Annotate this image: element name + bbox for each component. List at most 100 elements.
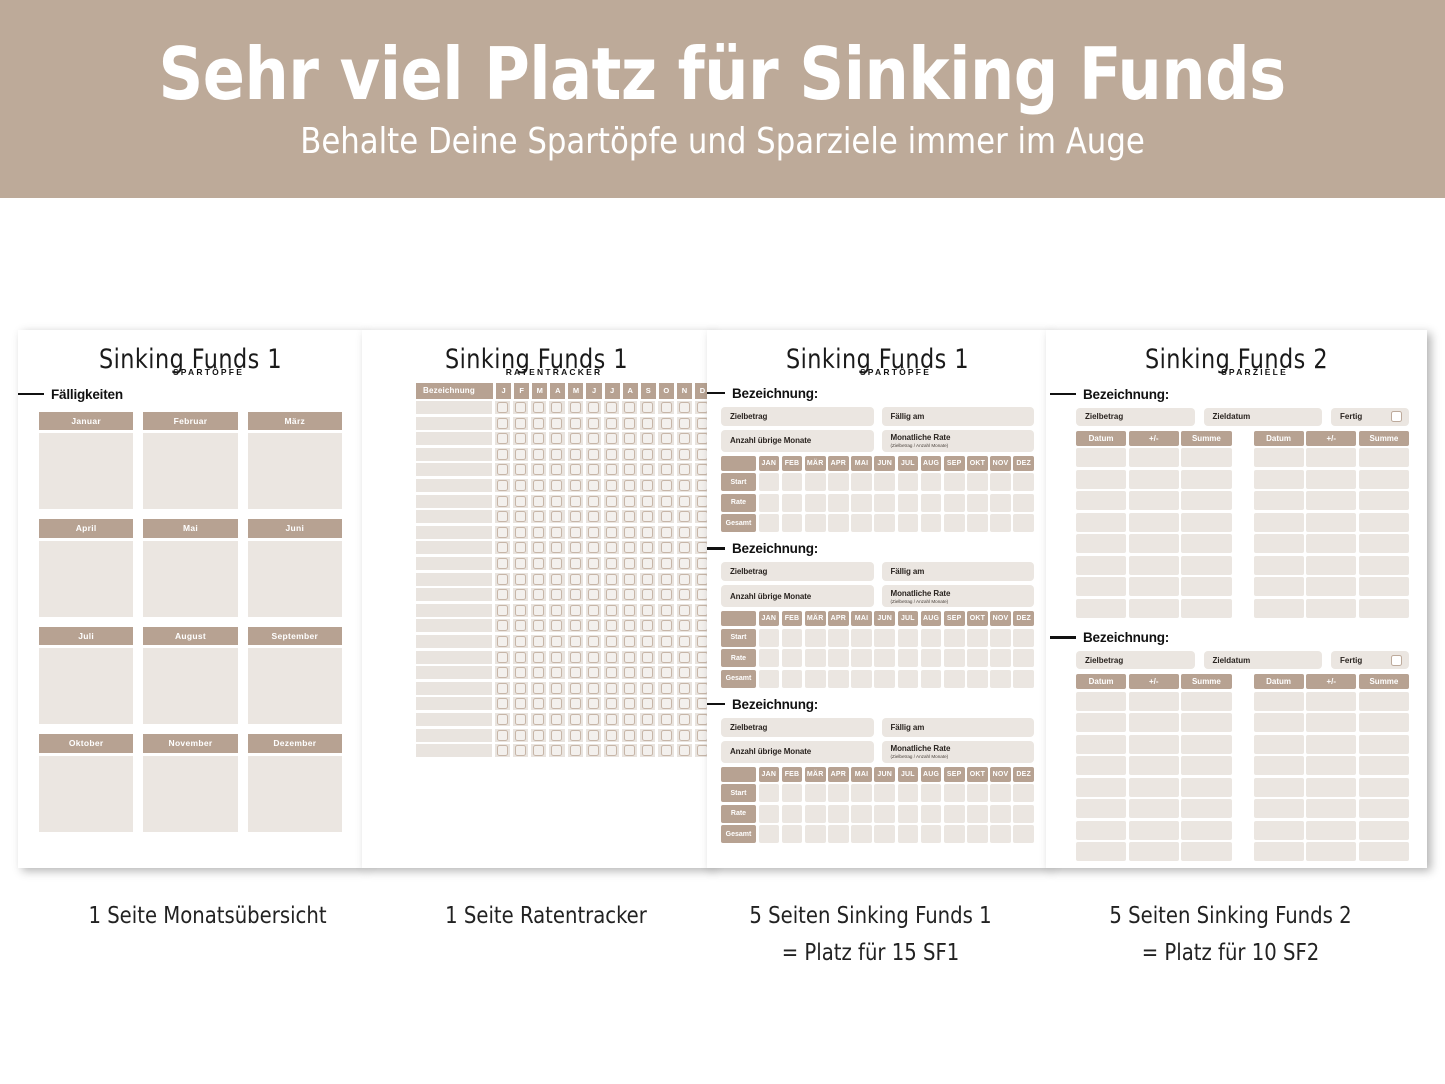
table-cell[interactable]	[1358, 756, 1410, 775]
checkbox[interactable]	[496, 698, 508, 710]
grid-cell[interactable]	[828, 804, 849, 823]
grid-cell[interactable]	[1013, 473, 1035, 491]
checkbox[interactable]	[642, 651, 654, 663]
table-cell[interactable]	[1306, 842, 1357, 861]
table-cell[interactable]	[1128, 577, 1179, 596]
table-cell[interactable]	[1076, 555, 1127, 575]
checkbox[interactable]	[660, 448, 672, 460]
table-cell[interactable]	[1253, 713, 1304, 732]
table-cell[interactable]	[1076, 469, 1127, 489]
checkbox[interactable]	[642, 495, 654, 507]
checkbox[interactable]	[642, 526, 654, 538]
table-cell[interactable]	[1253, 756, 1304, 775]
checkbox[interactable]	[642, 480, 654, 492]
table-cell[interactable]	[1306, 469, 1357, 489]
checkbox[interactable]	[605, 558, 617, 570]
checkbox[interactable]	[624, 636, 636, 647]
checkbox[interactable]	[515, 542, 527, 554]
checkbox[interactable]	[642, 604, 654, 616]
checkbox[interactable]	[660, 667, 672, 679]
grid-cell[interactable]	[851, 649, 872, 667]
checkbox[interactable]	[515, 573, 527, 585]
table-cell[interactable]	[1306, 734, 1357, 754]
grid-cell[interactable]	[943, 473, 965, 491]
table-cell[interactable]	[1076, 512, 1127, 532]
checkbox[interactable]	[533, 667, 545, 679]
grid-cell[interactable]	[897, 493, 919, 512]
grid-cell[interactable]	[828, 628, 849, 647]
checkbox[interactable]	[624, 620, 636, 632]
table-cell[interactable]	[1128, 842, 1179, 861]
month-entry-area[interactable]	[247, 433, 342, 509]
table-cell[interactable]	[1128, 469, 1179, 489]
grid-cell[interactable]	[781, 669, 803, 688]
checkbox[interactable]	[587, 433, 599, 445]
table-cell[interactable]	[1253, 469, 1304, 489]
checkbox[interactable]	[533, 682, 545, 694]
checkbox[interactable]	[515, 620, 527, 632]
grid-cell[interactable]	[967, 669, 988, 688]
field-anzahl-uebrige-monate[interactable]: Anzahl übrige Monate	[721, 740, 874, 763]
month-entry-area[interactable]	[143, 433, 238, 509]
grid-cell[interactable]	[920, 473, 942, 491]
checkbox[interactable]	[569, 558, 581, 570]
table-cell[interactable]	[1076, 820, 1127, 840]
table-cell[interactable]	[1076, 734, 1127, 754]
checkbox[interactable]	[678, 402, 690, 414]
field-faellig-am[interactable]: Fällig am	[881, 717, 1034, 737]
table-cell[interactable]	[1181, 555, 1232, 575]
checkbox[interactable]	[587, 480, 599, 492]
grid-cell[interactable]	[967, 784, 988, 802]
checkbox[interactable]	[569, 526, 581, 538]
checkbox[interactable]	[551, 729, 563, 741]
table-cell[interactable]	[1358, 598, 1410, 618]
grid-cell[interactable]	[897, 784, 919, 802]
grid-cell[interactable]	[851, 514, 872, 532]
checkbox[interactable]	[660, 573, 672, 585]
checkbox[interactable]	[569, 433, 581, 445]
table-cell[interactable]	[1253, 448, 1304, 467]
grid-cell[interactable]	[967, 473, 988, 491]
table-cell[interactable]	[1358, 469, 1410, 489]
table-cell[interactable]	[1253, 734, 1304, 754]
checkbox[interactable]	[624, 542, 636, 554]
grid-cell[interactable]	[943, 649, 965, 667]
checkbox[interactable]	[496, 745, 508, 757]
grid-cell[interactable]	[828, 493, 849, 512]
checkbox[interactable]	[569, 417, 581, 429]
checkbox[interactable]	[587, 620, 599, 632]
grid-cell[interactable]	[920, 628, 942, 647]
grid-cell[interactable]	[874, 669, 896, 688]
checkbox[interactable]	[660, 651, 672, 663]
grid-cell[interactable]	[758, 784, 780, 802]
checkbox[interactable]	[605, 402, 617, 414]
checkbox[interactable]	[496, 667, 508, 679]
field-monatliche-rate[interactable]: Monatliche Rate (Zielbetrag / Anzahl Mona…	[881, 740, 1034, 763]
table-cell[interactable]	[1253, 555, 1304, 575]
field-zielbetrag[interactable]: Zielbetrag	[721, 717, 874, 737]
table-cell[interactable]	[1076, 534, 1127, 553]
grid-cell[interactable]	[1013, 669, 1035, 688]
grid-cell[interactable]	[897, 514, 919, 532]
grid-cell[interactable]	[758, 804, 780, 823]
table-cell[interactable]	[1181, 448, 1232, 467]
checkbox[interactable]	[515, 526, 527, 538]
table-cell[interactable]	[1181, 491, 1232, 510]
checkbox[interactable]	[551, 698, 563, 710]
table-cell[interactable]	[1181, 756, 1232, 775]
bezeichnung-input[interactable]	[416, 619, 492, 633]
checkbox[interactable]	[624, 480, 636, 492]
table-cell[interactable]	[1181, 734, 1232, 754]
checkbox[interactable]	[605, 589, 617, 601]
checkbox[interactable]	[605, 417, 617, 429]
grid-cell[interactable]	[967, 514, 988, 532]
checkbox[interactable]	[515, 589, 527, 601]
checkbox[interactable]	[533, 448, 545, 460]
table-cell[interactable]	[1306, 777, 1357, 797]
table-cell[interactable]	[1128, 448, 1179, 467]
table-cell[interactable]	[1181, 691, 1232, 711]
checkbox[interactable]	[642, 589, 654, 601]
table-cell[interactable]	[1128, 598, 1179, 618]
checkbox[interactable]	[496, 464, 508, 476]
table-cell[interactable]	[1358, 577, 1410, 596]
